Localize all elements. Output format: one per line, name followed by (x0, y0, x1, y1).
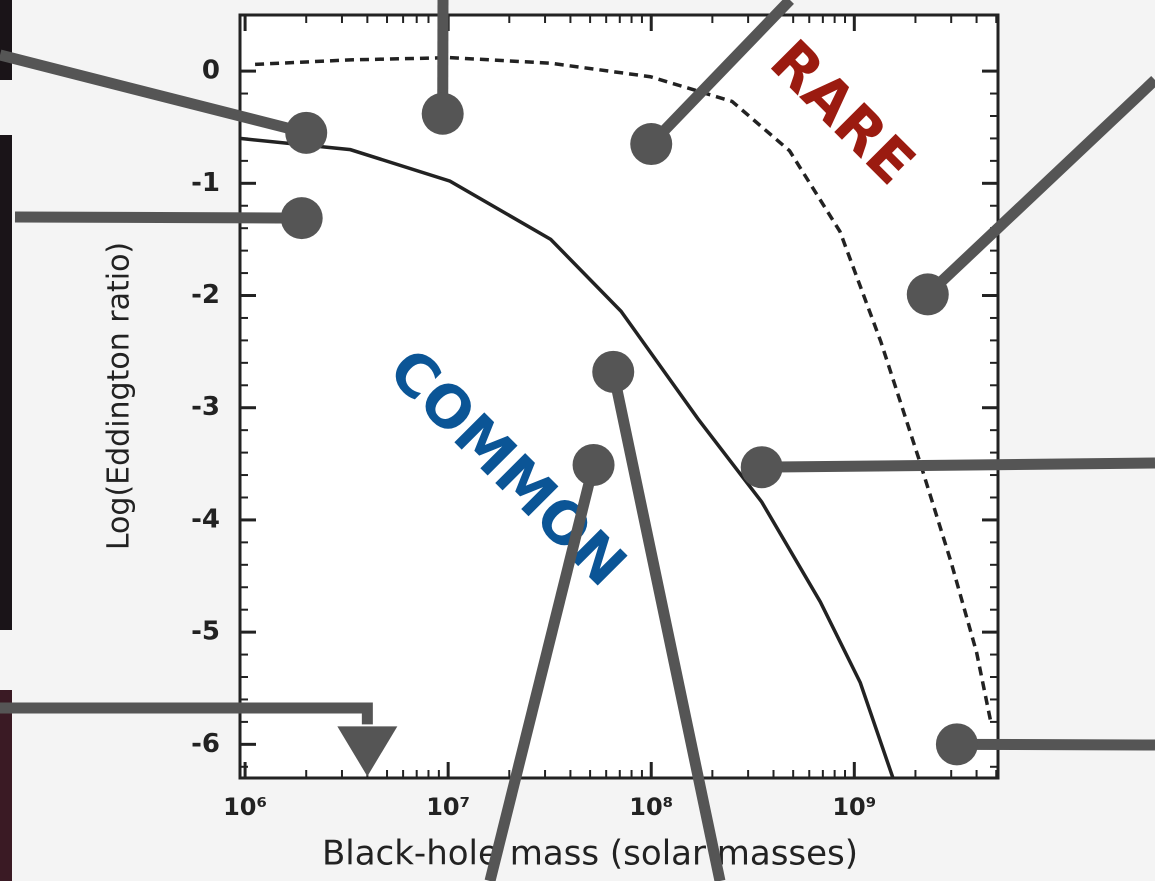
x-tick-label: 10⁷ (426, 793, 470, 821)
image-edge (0, 0, 12, 80)
x-tick-label: 10⁹ (832, 793, 876, 821)
x-tick-label: 10⁶ (223, 793, 267, 821)
connector (957, 744, 1155, 745)
point (422, 93, 464, 135)
y-tick-label: -5 (191, 617, 220, 647)
y-tick-label: -1 (191, 168, 220, 198)
point (281, 197, 323, 239)
connector (762, 463, 1155, 467)
point (630, 123, 672, 165)
image-edge (0, 690, 12, 881)
y-tick-label: -3 (191, 392, 220, 422)
connector (15, 217, 302, 218)
point (907, 273, 949, 315)
x-axis-label: Black-hole mass (solar masses) (322, 834, 858, 874)
point (741, 446, 783, 488)
y-tick-label: -4 (191, 504, 220, 534)
point (285, 112, 327, 154)
point (592, 351, 634, 393)
image-edge (0, 135, 12, 630)
chart: Black-hole mass (solar masses) Log(Eddin… (0, 0, 1155, 881)
x-tick-label: 10⁸ (629, 793, 673, 821)
y-tick-label: -6 (191, 729, 220, 759)
y-tick-label: 0 (202, 56, 220, 86)
y-tick-label: -2 (191, 280, 220, 310)
y-axis-label: Log(Eddington ratio) (102, 242, 137, 550)
page: Black-hole mass (solar masses) Log(Eddin… (0, 0, 1155, 881)
point (936, 723, 978, 765)
point (573, 444, 615, 486)
